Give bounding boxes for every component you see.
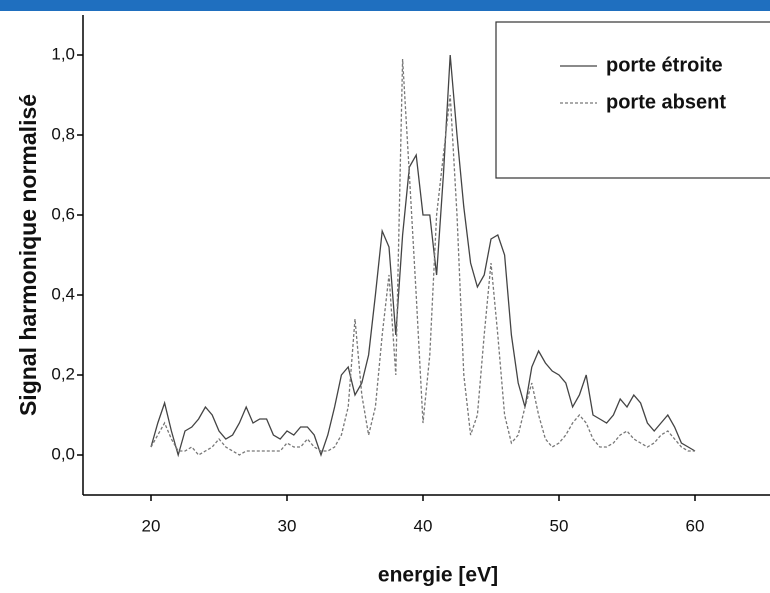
legend-label: porte étroite xyxy=(606,54,723,76)
x-tick-label: 30 xyxy=(278,516,297,535)
series-line xyxy=(150,58,695,456)
top-bar xyxy=(0,0,770,11)
x-tick-label: 40 xyxy=(414,516,433,535)
x-tick-label: 50 xyxy=(550,516,569,535)
x-tick-label: 20 xyxy=(142,516,161,535)
y-tick-label: 0,8 xyxy=(51,124,75,143)
y-tick-label: 0,2 xyxy=(51,364,75,383)
y-tick-label: 1,0 xyxy=(51,44,75,63)
y-tick-label: 0,0 xyxy=(51,444,75,463)
y-axis-label: Signal harmonique normalisé xyxy=(15,94,41,416)
x-axis-label: energie [eV] xyxy=(378,564,498,587)
legend-label: porte absent xyxy=(606,91,726,113)
y-tick-label: 0,6 xyxy=(51,204,75,223)
x-tick-label: 60 xyxy=(686,516,705,535)
y-tick-label: 0,4 xyxy=(51,284,75,303)
series-line xyxy=(150,54,696,458)
legend-box xyxy=(495,21,770,179)
